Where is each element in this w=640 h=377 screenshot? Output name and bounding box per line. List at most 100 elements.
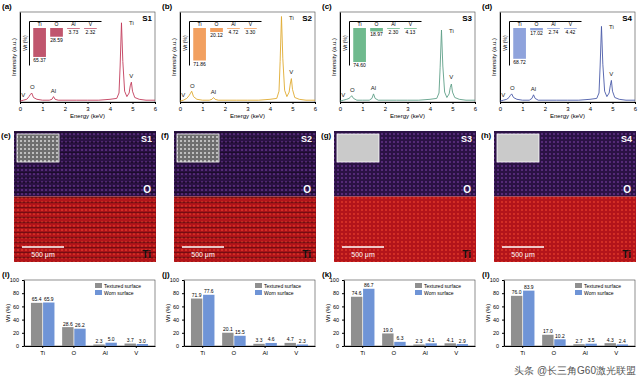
y-axis [340,13,341,103]
y-axis-tick: 40 [173,317,184,323]
y-axis-tick-label: 20 [173,330,179,336]
x-axis-tick-mark [248,102,249,104]
peak-label: Al [531,86,536,92]
x-tick: Al [582,346,587,356]
y-axis-tick: 100 [490,277,504,283]
bar [31,303,42,346]
x-axis-tick-label: 0 [499,106,503,112]
legend-swatch [95,290,102,295]
x-axis-tick-mark [155,102,156,104]
y-axis-tick-mark [342,306,344,307]
x-axis-tick-label: 1 [521,106,525,112]
data-label: 20.1 [223,326,233,332]
x-axis: 0123456 [179,102,318,112]
inset-data-label: 2.30 [389,29,399,35]
x-axis-tick-mark [65,102,66,104]
y-axis-tick: 80 [13,290,24,296]
legend-swatch [575,290,582,295]
inset-bars [193,28,257,61]
data-label: 83.9 [524,284,534,290]
y-axis-tick-mark [342,333,344,334]
bar [253,344,264,346]
x-axis-tick-mark [43,102,44,104]
y-axis-title: Wt (%) [485,304,491,322]
data-label: 65.4 [32,296,42,302]
y-axis-tick-mark [342,346,344,347]
x-axis-tick-mark [545,102,546,104]
x-tick-mark [105,346,106,348]
plot-frame [20,12,155,102]
x-tick: Ti [520,346,525,356]
x-axis-tick-mark [225,102,226,104]
y-axis-tick: 100 [330,277,344,283]
x-axis-tick: 3 [566,102,570,112]
panel-label: (i) [2,270,10,279]
element-label: O [143,184,151,195]
panel-label: (a) [2,2,12,11]
x-axis-tick: 2 [384,102,388,112]
y-axis-tick-mark [22,306,24,307]
plot-frame [504,280,635,346]
inset-x-tick-label: O [215,21,219,27]
inset-bars [33,28,97,57]
bar [617,344,628,346]
y-axis-tick-label: 40 [173,317,179,323]
peak-label: V [289,69,293,75]
x-axis-tick-label: 5 [291,106,295,112]
map-texture [14,131,156,262]
y-axis-tick: 20 [333,330,344,336]
bar [511,296,522,346]
panel-label: (d) [482,2,493,11]
x-tick: O [232,346,237,356]
inset-x-tick-label: Ti [358,21,362,27]
x-axis-tick-label: 0 [179,106,183,112]
x-axis-line [185,346,316,347]
y-axis-tick-label: 100 [10,277,19,283]
y-axis-title: Intensity (a.u.) [171,38,177,76]
x-axis-tick: 4 [269,102,273,112]
x-axis-tick-mark [110,102,111,104]
inset-x-tick-label: Al [231,21,235,27]
x-axis-tick: 4 [429,102,433,112]
bar [523,291,534,346]
x-axis-tick-label: 6 [474,106,478,112]
inset-x-tick: Ti [518,21,522,27]
y-axis-tick-mark [22,346,24,347]
inset-y-axis [29,22,30,66]
y-axis-tick-mark [502,346,504,347]
x-tick-label: O [72,350,77,356]
inset-x-tick-label: O [535,21,539,27]
inset-y-axis-title: Wt (%) [182,35,188,51]
y-axis-tick-mark [502,293,504,294]
scale-bar [22,246,64,248]
bar [222,333,233,346]
panel-label: (j) [162,270,170,279]
x-axis-tick: 5 [451,102,455,112]
y-axis-tick-label: 40 [333,317,339,323]
x-axis-tick-label: 0 [19,106,23,112]
bar-panel: (i)TiOAlV020406080100Wt (%)65.428.62.33.… [2,270,156,356]
map-region-ti [494,197,636,263]
y-axis-tick-mark [502,280,504,281]
y-axis-tick-label: 20 [13,330,19,336]
y-axis-tick: 0 [176,343,184,349]
y-axis-title: Wt (%) [165,304,171,322]
y-axis-line [340,13,341,103]
x-axis-tick: 3 [246,102,250,112]
bar [382,333,393,346]
x-axis-tick: 1 [521,102,525,112]
x-tick: V [614,346,618,356]
element-label: Ti [142,249,151,260]
legend-swatch [255,283,262,288]
x-tick-mark [425,346,426,348]
plot-area: 0123456Energy (keV)Intensity (a.u.)OVAlT… [331,12,478,119]
scale-bar [342,246,384,248]
x-axis-tick-label: 2 [64,106,68,112]
x-tick-mark [42,346,43,348]
inset-x-tick-label: V [409,21,413,27]
x-axis-tick: 0 [499,102,503,112]
x-tick-mark [136,346,137,348]
y-axis-tick-mark [182,306,184,307]
x-tick-label: V [134,350,138,356]
x-axis: 0123456 [339,102,478,112]
